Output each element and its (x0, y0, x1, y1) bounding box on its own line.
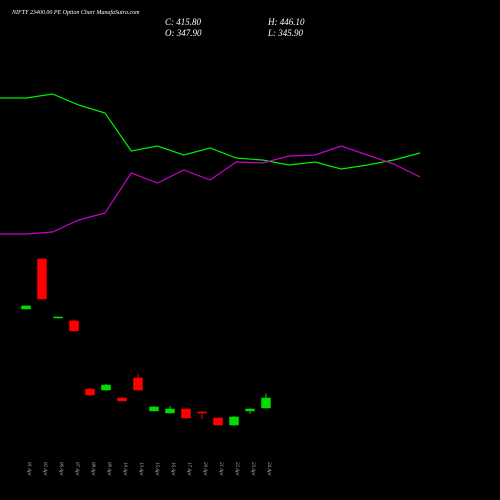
open-info: O: 347.90 (165, 28, 202, 38)
close-info: C: 415.80 (165, 17, 202, 27)
candle-body (69, 320, 79, 332)
x-tick-label: 15 Apr (154, 462, 159, 476)
x-tick-label: 13 Apr (138, 462, 143, 476)
x-tick-label: 22 Apr (234, 462, 239, 476)
candle-body (37, 258, 47, 300)
candle-body (85, 388, 95, 396)
candle-body (197, 411, 207, 414)
candle-body (101, 384, 111, 391)
indicator-line (0, 93, 421, 170)
high-info: H: 446.10 (267, 17, 305, 27)
x-tick-label: 02 Apr (42, 462, 47, 476)
x-tick-label: 09 Apr (106, 462, 111, 476)
candle-body (149, 406, 159, 412)
candle-body (53, 316, 63, 319)
x-tick-label: 20 Apr (202, 462, 207, 476)
x-tick-label: 24 Apr (266, 462, 271, 476)
low-info: L: 345.90 (267, 28, 304, 38)
x-tick-label: 23 Apr (250, 462, 255, 476)
candle-body (133, 377, 143, 391)
x-tick-label: 16 Apr (170, 462, 175, 476)
x-tick-label: 08 Apr (90, 462, 95, 476)
indicator-line (0, 145, 421, 235)
candle-body (213, 417, 223, 426)
x-tick-label: 07 Apr (74, 462, 79, 476)
x-tick-label: 10 Apr (122, 462, 127, 476)
candle-body (229, 416, 239, 426)
x-tick-label: 01 Apr (26, 462, 31, 476)
x-tick-label: 06 Apr (58, 462, 63, 476)
x-tick-label: 17 Apr (186, 462, 191, 476)
candle-body (181, 408, 191, 419)
x-tick-label: 21 Apr (218, 462, 223, 476)
candle-body (165, 408, 175, 414)
candle-body (117, 397, 127, 402)
chart-title: NIFTY 23400.00 PE Option Chart MunafaSut… (11, 9, 140, 16)
candle-body (261, 397, 271, 409)
candle-body (21, 305, 31, 310)
candle-body (245, 408, 255, 412)
